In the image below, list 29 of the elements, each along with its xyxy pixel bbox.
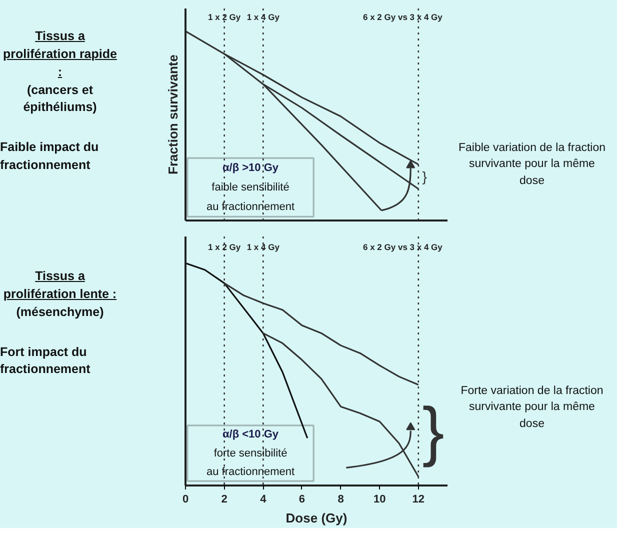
annotation: } [422,394,444,468]
annotation: α/β <10 Gy [222,428,280,441]
x-tick-label: 10 [373,494,386,506]
text: Tissus a prolifération rapide : [3,29,117,79]
y-axis-title: Fraction survivante [166,54,180,174]
x-axis-title: Dose (Gy) [286,510,348,526]
ref-line-label: 1 x 2 Gy [208,12,241,22]
x-tick-label: 4 [260,494,268,506]
annotation: } [422,168,428,185]
text: (mésenchyme) [15,304,105,321]
x-tick-label: 0 [182,494,189,506]
ref-line-label: 1 x 4 Gy [246,12,280,22]
annotation: α/β >10 Gy [222,162,280,174]
annotation: faible sensibilité au fractionnement [206,181,295,213]
text: Faible impact du fractionnement [0,139,100,174]
x-tick-label: 6 [298,494,306,506]
ref-line-label: 6 x 2 Gy vs 3 x 4 Gy [363,242,443,252]
ref-line-label: 1 x 4 Gy [246,242,280,252]
text: Tissus a prolifération lente : [3,269,117,301]
text: Forte variation de la fraction survivante pour la même dose [460,384,604,432]
x-tick-label: 8 [338,494,344,506]
x-tick-label: 12 [412,494,425,506]
ref-line-label: 1 x 2 Gy [208,242,241,252]
text: Faible variation de la fraction survivante pour la même dose [457,141,607,189]
x-tick-label: 2 [221,494,228,506]
text: Fort impact du fractionnement [0,344,92,378]
text: (cancers et épithéliums) [22,82,98,116]
annotation: forte sensibilité au fractionnement [206,447,295,478]
ref-line-label: 6 x 2 Gy vs 3 x 4 Gy [363,12,443,22]
